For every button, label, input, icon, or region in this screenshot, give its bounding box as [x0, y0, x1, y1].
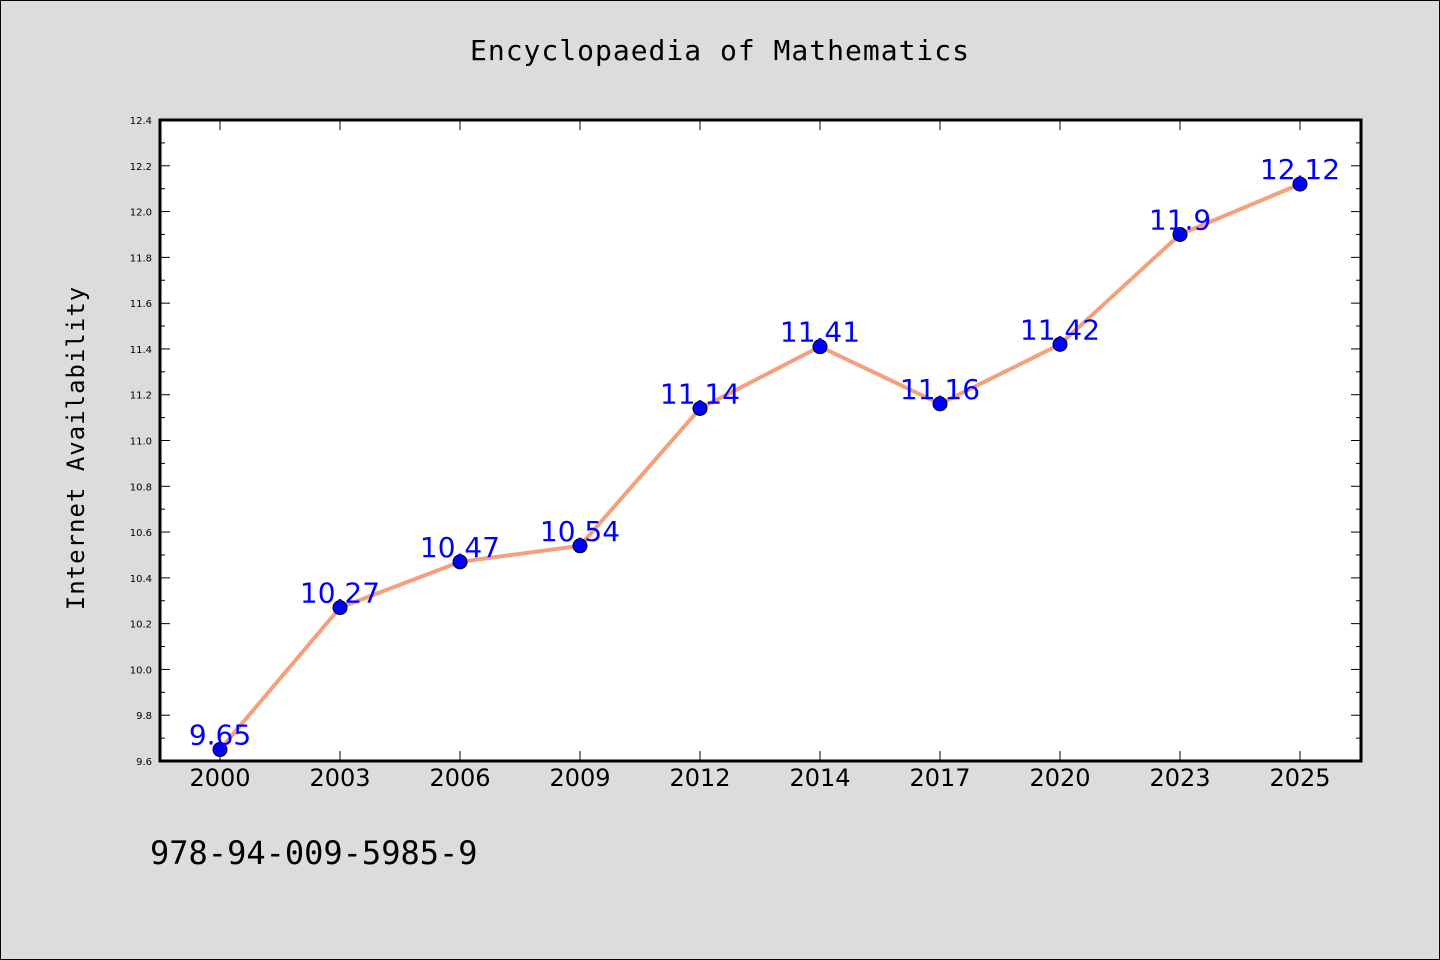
data-point — [812, 339, 828, 355]
data-point — [692, 400, 708, 416]
x-tick-label: 2014 — [789, 764, 850, 792]
y-tick-label: 10.4 — [130, 574, 152, 585]
data-label: 11.9 — [1149, 203, 1211, 236]
y-tick-label: 9.6 — [136, 757, 152, 768]
y-tick-label: 10.8 — [130, 482, 152, 493]
x-tick-label: 2003 — [309, 764, 370, 792]
data-label: 11.16 — [900, 373, 980, 406]
x-tick-label: 2012 — [669, 764, 730, 792]
data-label: 11.14 — [660, 377, 740, 410]
data-point — [572, 538, 588, 554]
data-label: 11.42 — [1020, 313, 1100, 346]
data-label: 10.47 — [420, 531, 500, 564]
y-tick-label: 12.4 — [130, 116, 152, 127]
x-tick-label: 2017 — [909, 764, 970, 792]
y-tick-label: 11.8 — [130, 253, 152, 264]
x-tick-label: 2009 — [549, 764, 610, 792]
data-point — [1292, 176, 1308, 192]
data-label: 11.41 — [780, 316, 860, 349]
y-tick-label: 11.2 — [130, 391, 152, 402]
x-tick-label: 2006 — [429, 764, 490, 792]
x-tick-label: 2025 — [1269, 764, 1330, 792]
y-tick-label: 10.6 — [130, 528, 152, 539]
y-axis-label: Internet Availability — [62, 286, 90, 610]
data-point — [452, 554, 468, 570]
footer-code: 978-94-009-5985-9 — [150, 834, 478, 872]
data-point — [212, 742, 228, 758]
y-tick-label: 11.6 — [130, 299, 152, 310]
data-label: 9.65 — [189, 719, 251, 752]
data-point — [932, 396, 948, 412]
x-tick-label: 2020 — [1029, 764, 1090, 792]
y-axis-ticks: 9.69.810.010.210.410.610.811.011.211.411… — [130, 116, 1361, 768]
data-label: 12.12 — [1260, 153, 1340, 186]
y-tick-label: 9.8 — [136, 711, 152, 722]
y-tick-label: 11.4 — [130, 345, 152, 356]
y-tick-label: 10.2 — [130, 620, 152, 631]
series-line — [218, 182, 1302, 752]
chart-title: Encyclopaedia of Mathematics — [469, 34, 970, 67]
data-point — [1172, 226, 1188, 242]
y-tick-label: 11.0 — [130, 437, 152, 448]
x-axis-ticks: 2000 2003 2006 2009 2012 2014 2017 2020 2023 2025 — [189, 120, 1331, 792]
y-tick-label: 10.0 — [130, 665, 152, 676]
data-label: 10.54 — [540, 515, 620, 548]
data-point — [1052, 336, 1068, 352]
y-tick-label: 12.2 — [130, 162, 152, 173]
x-tick-label: 2000 — [189, 764, 250, 792]
series-layer: 9.65 10.27 10.47 10.54 11.14 11.41 11.16 11.42 1… — [189, 153, 1340, 758]
y-tick-label: 12.0 — [130, 208, 152, 219]
data-point — [332, 600, 348, 616]
plot-area — [158, 118, 1363, 763]
x-tick-label: 2023 — [1149, 764, 1210, 792]
data-label: 10.27 — [300, 577, 380, 610]
